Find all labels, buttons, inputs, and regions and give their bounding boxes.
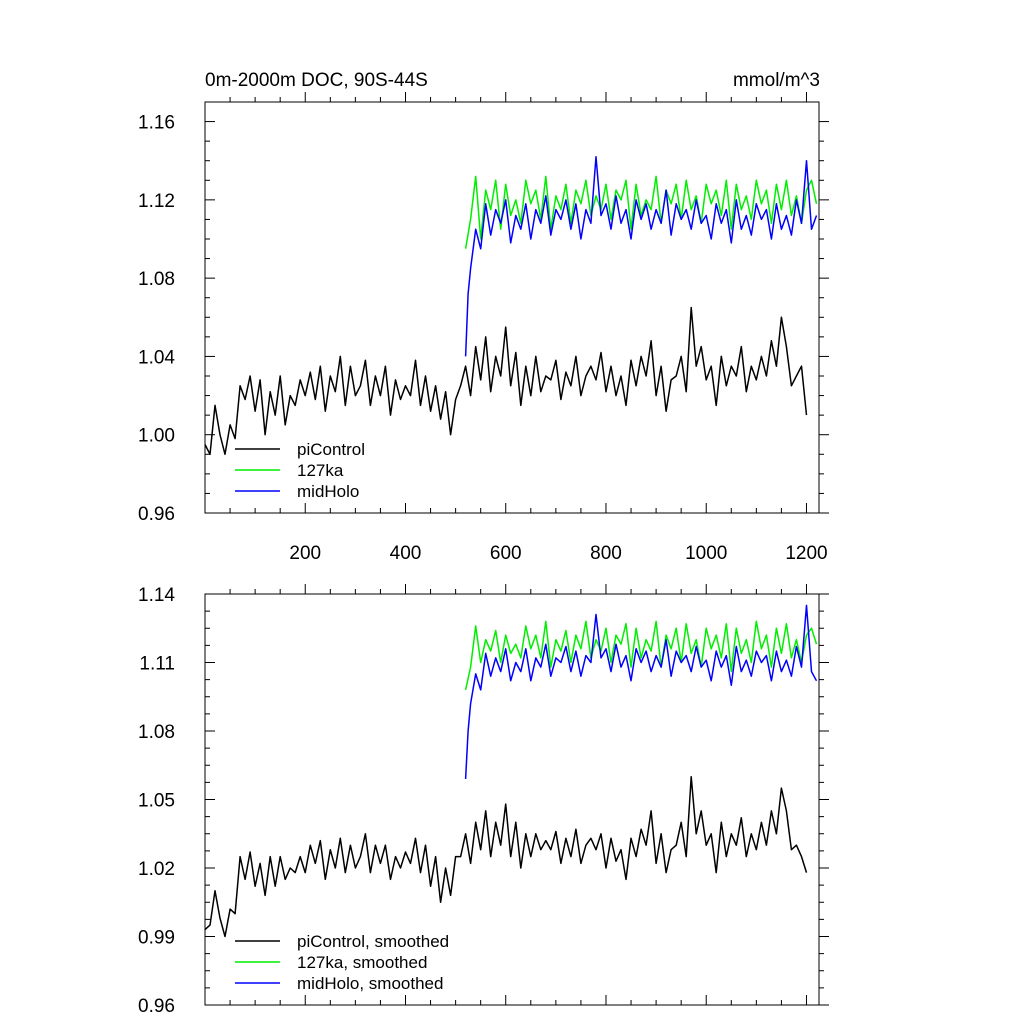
y-tick-label: 1.16 xyxy=(138,113,175,134)
y-tick-label: 1.02 xyxy=(138,859,175,880)
y-tick-label: 1.14 xyxy=(138,585,175,606)
y-tick-label: 1.05 xyxy=(138,791,175,812)
x-tick-label: 200 xyxy=(289,543,321,564)
y-tick-label: 1.12 xyxy=(138,191,175,212)
legend-label-picontrol: piControl xyxy=(297,440,365,459)
bottom-axis-ticks: 0.96 0.99 1.02 1.05 1.08 1.11 1.14 xyxy=(138,584,829,1017)
series-line-127ka xyxy=(464,175,818,249)
y-tick-label: 0.96 xyxy=(138,504,175,525)
legend-label-picontrol-smoothed: piControl, smoothed xyxy=(297,932,449,951)
x-tick-label: 1000 xyxy=(685,543,727,564)
series-line-picontrol-smoothed xyxy=(204,775,808,938)
y-tick-label: 1.11 xyxy=(139,654,175,675)
y-tick-label: 0.99 xyxy=(138,928,175,949)
top-units: mmol/m^3 xyxy=(733,70,820,91)
y-tick-label: 0.96 xyxy=(138,996,175,1017)
top-plot-frame xyxy=(204,101,820,514)
legend-label-midholo-smoothed: midHolo, smoothed xyxy=(297,974,443,993)
legend-label-127ka: 127ka xyxy=(297,461,344,480)
top-legend: piControl 127ka midHolo xyxy=(235,440,365,501)
series-line-picontrol xyxy=(204,306,808,456)
x-tick-label: 1200 xyxy=(785,543,827,564)
bottom-panel: 0.96 0.99 1.02 1.05 1.08 1.11 1.14 piControl, … xyxy=(138,584,829,1017)
legend-label-midholo: midHolo xyxy=(297,482,359,501)
y-tick-label: 1.08 xyxy=(138,269,175,290)
y-tick-label: 1.08 xyxy=(138,722,175,743)
x-tick-label: 600 xyxy=(490,543,522,564)
bottom-series-group xyxy=(204,604,818,938)
series-line-midholo xyxy=(464,156,818,357)
series-line-midholo-smoothed xyxy=(464,604,818,780)
x-tick-label: 800 xyxy=(590,543,622,564)
top-series-group xyxy=(204,156,818,456)
series-line-127ka-smoothed xyxy=(464,620,818,691)
y-tick-label: 1.04 xyxy=(138,347,175,368)
x-tick-label: 400 xyxy=(390,543,422,564)
top-axis-ticks: 0.96 1.00 1.04 1.08 1.12 1.16 200 400 600 800 1000… xyxy=(138,92,829,564)
top-title: 0m-2000m DOC, 90S-44S xyxy=(205,70,428,91)
y-tick-label: 1.00 xyxy=(138,426,175,447)
legend-label-127ka-smoothed: 127ka, smoothed xyxy=(297,953,427,972)
top-panel: 0m-2000m DOC, 90S-44S mmol/m^3 0.96 1.00 1… xyxy=(138,70,829,564)
bottom-legend: piControl, smoothed 127ka, smoothed midH… xyxy=(235,932,449,993)
